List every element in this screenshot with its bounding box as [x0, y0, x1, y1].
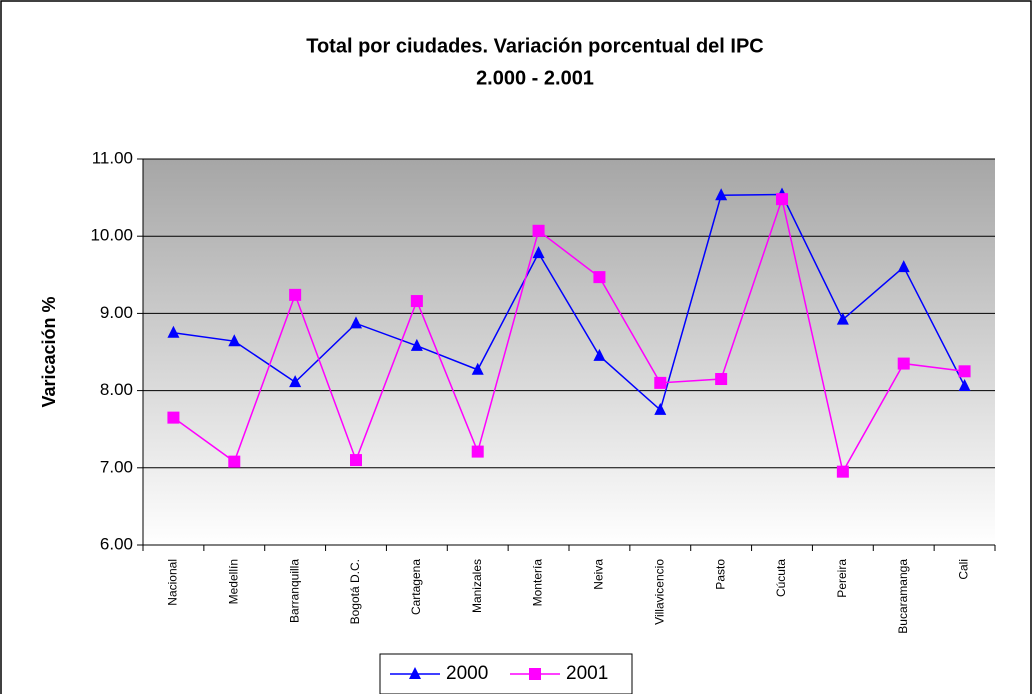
data-point [593, 348, 606, 361]
x-tick-label: Villavicencio [652, 559, 666, 625]
y-tick-label: 9.00 [100, 303, 133, 322]
y-tick-label: 11.00 [92, 148, 133, 167]
legend-label: 2001 [566, 663, 608, 684]
series-line [173, 193, 966, 412]
data-point [654, 376, 667, 389]
y-tick-label: 7.00 [100, 457, 133, 476]
data-point [715, 188, 728, 201]
data-point [350, 316, 362, 329]
legend-marker [409, 667, 421, 679]
x-tick-label: Nacional [166, 559, 180, 606]
plot-area [143, 159, 995, 545]
data-point [532, 246, 545, 259]
data-point [350, 454, 362, 467]
data-point [836, 465, 849, 478]
y-tick-label: 10.00 [90, 226, 133, 245]
data-point [289, 288, 302, 301]
data-point [410, 338, 423, 351]
data-point [958, 365, 971, 378]
series-line [172, 196, 965, 474]
data-point [167, 411, 180, 424]
data-point [836, 312, 849, 325]
x-tick-label: Cartagena [409, 559, 423, 615]
data-point [167, 325, 180, 338]
data-point [228, 455, 241, 468]
x-tick-label: Neiva [592, 559, 606, 590]
chart-subtitle: 2.000 - 2.001 [476, 67, 594, 89]
data-point [715, 373, 728, 386]
data-point [289, 375, 302, 388]
chart-title: Total por ciudades. Variación porcentual… [306, 35, 764, 57]
data-point [471, 362, 484, 375]
data-point [471, 445, 484, 458]
data-point [228, 334, 241, 347]
data-point [410, 295, 423, 308]
data-point [958, 378, 971, 391]
x-tick-label: Cúcuta [774, 559, 788, 597]
data-point [654, 402, 667, 415]
x-tick-label: Pasto [713, 559, 727, 590]
x-tick-label: Pereira [835, 559, 849, 598]
y-tick-label: 6.00 [100, 534, 133, 553]
x-tick-label: Barranquilla [287, 559, 301, 623]
x-tick-label: Montería [531, 559, 545, 607]
x-tick-label: Manizales [470, 559, 484, 613]
y-axis-title: Varicación % [39, 296, 59, 407]
data-point [593, 271, 606, 284]
x-tick-label: Cali [957, 559, 971, 580]
data-point [532, 224, 545, 237]
legend-marker [529, 668, 541, 680]
x-tick-label: Bogotá D.C. [348, 559, 362, 624]
data-point [897, 357, 910, 370]
legend-label: 2000 [446, 663, 488, 684]
x-tick-label: Bucaramanga [896, 559, 910, 634]
data-point [776, 193, 788, 206]
x-tick-label: Medellín [226, 559, 240, 604]
y-tick-label: 8.00 [100, 380, 133, 399]
data-point [897, 260, 910, 273]
